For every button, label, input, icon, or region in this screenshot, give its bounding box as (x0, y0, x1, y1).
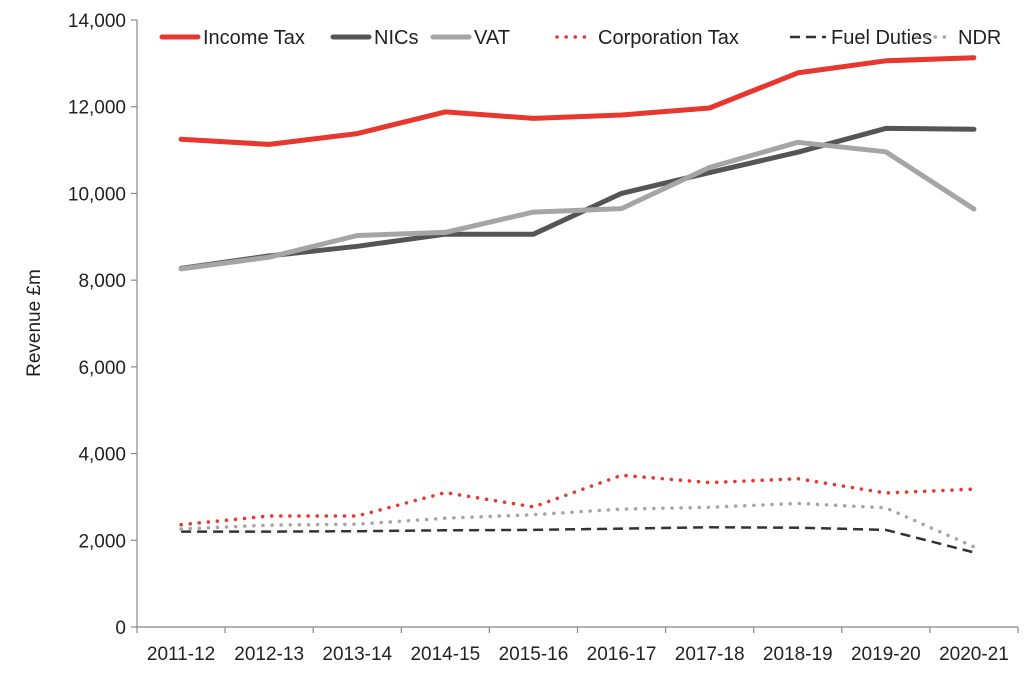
series-line-income-tax (178, 55, 977, 147)
series-line-fuel-duties (181, 526, 975, 554)
x-tick-label: 2020-21 (939, 644, 1009, 665)
series-line-corporation-tax (179, 473, 976, 527)
legend-label: NICs (374, 27, 418, 49)
x-tick-label: 2014-15 (410, 644, 480, 665)
legend-label: Corporation Tax (598, 27, 739, 49)
y-tick-label: 6,000 (78, 358, 126, 379)
y-tick-label: 14,000 (68, 11, 126, 32)
series-line-ndr (179, 501, 976, 549)
axes: 0 2,000 4,000 6,000 8,000 10,000 12,000 14,000 2… (68, 11, 1019, 665)
legend: Income Tax NICs VAT Corporation Tax Fuel Dut… (159, 27, 1001, 49)
x-tick-label: 2017-18 (675, 644, 745, 665)
series-line-vat (178, 139, 977, 272)
x-tick-label: 2016-17 (587, 644, 657, 665)
y-tick-label: 8,000 (78, 271, 126, 292)
y-tick-label: 4,000 (78, 445, 126, 466)
legend-label: VAT (474, 27, 510, 49)
x-tick-label: 2011-12 (147, 644, 215, 665)
legend-label: NDR (958, 27, 1001, 49)
y-tick-label: 12,000 (68, 98, 126, 119)
x-tick-label: 2019-20 (851, 644, 921, 665)
series-lines (178, 55, 977, 554)
x-tick-label: 2015-16 (499, 644, 569, 665)
legend-label: Income Tax (203, 27, 305, 49)
legend-label: Fuel Duties (831, 27, 932, 49)
y-tick-label: 10,000 (68, 184, 126, 205)
x-tick-label: 2013-14 (322, 644, 392, 665)
y-tick-label: 2,000 (78, 531, 126, 552)
x-tick-label: 2012-13 (234, 644, 304, 665)
x-tick-label: 2018-19 (763, 644, 833, 665)
y-axis-title: Revenue £m (24, 269, 45, 377)
y-tick-label: 0 (115, 618, 126, 639)
series-line-nics (178, 125, 977, 271)
